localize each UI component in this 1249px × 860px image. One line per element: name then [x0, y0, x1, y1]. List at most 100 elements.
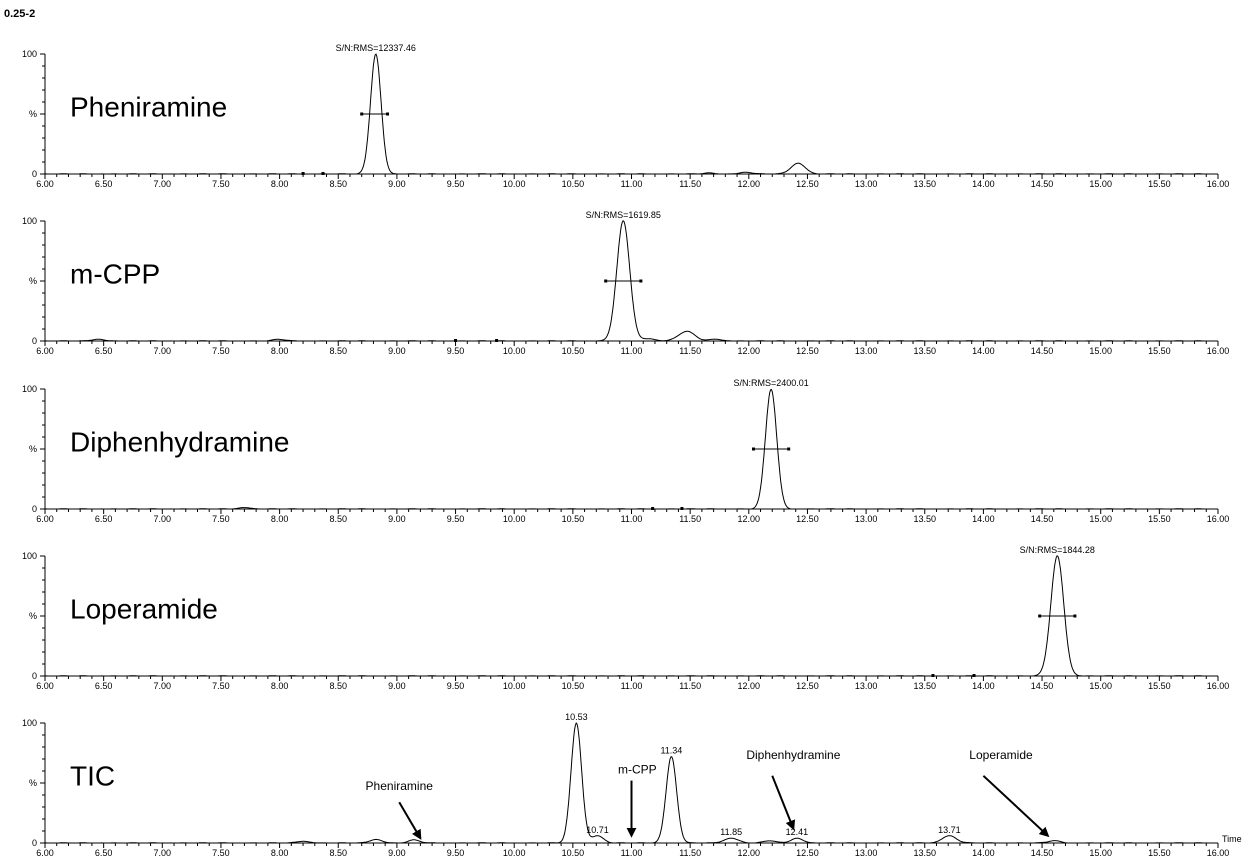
x-tick-label: 12.50	[796, 346, 819, 356]
x-tick-label: 6.50	[95, 514, 113, 524]
callout-label: m-CPP	[618, 762, 657, 776]
x-tick-label: 14.00	[972, 681, 995, 691]
baseline-marker	[680, 507, 684, 510]
x-tick-label: 15.00	[1089, 681, 1112, 691]
callout-label: Loperamide	[969, 748, 1033, 762]
x-tick-label: 15.00	[1089, 514, 1112, 524]
panel-label: Loperamide	[70, 593, 218, 624]
x-tick-label: 10.00	[503, 514, 526, 524]
panel-tic: 0% 100 6.00 6.50 7.00 7.50 8.00 8.50 9.00 9.50 10.…	[22, 712, 1242, 858]
integration-marker	[639, 279, 643, 283]
x-tick-label: 6.00	[36, 346, 54, 356]
x-tick-label: 14.00	[972, 848, 995, 858]
x-tick-label: 7.00	[154, 514, 172, 524]
sn-annotation: S/N:RMS=1844.28	[1020, 545, 1095, 555]
baseline-marker	[931, 674, 935, 677]
y-tick-label: 0	[32, 336, 37, 346]
baseline-marker	[972, 674, 976, 677]
x-tick-label: 15.00	[1089, 179, 1112, 189]
y-tick-label: 100	[22, 551, 37, 561]
x-tick-label: 9.00	[388, 179, 406, 189]
callout-label: Pheniramine	[366, 779, 434, 793]
panel-label: Diphenhydramine	[70, 426, 289, 457]
y-tick-label: 0	[32, 169, 37, 179]
x-tick-label: 8.50	[329, 681, 347, 691]
x-tick-label: 8.50	[329, 848, 347, 858]
x-tick-label: 9.50	[447, 848, 465, 858]
y-tick-label: %	[29, 611, 37, 621]
x-tick-label: 7.50	[212, 179, 230, 189]
x-tick-label: 7.50	[212, 681, 230, 691]
x-tick-label: 12.50	[796, 848, 819, 858]
y-tick-label: %	[29, 444, 37, 454]
peak-label: 12.41	[786, 827, 809, 837]
x-tick-label: 6.50	[95, 179, 113, 189]
y-tick-label: 100	[22, 384, 37, 394]
sn-annotation: S/N:RMS=2400.01	[733, 378, 808, 388]
peak-label: 11.34	[660, 746, 682, 756]
x-tick-label: 16.00	[1207, 848, 1230, 858]
y-tick-label: %	[29, 778, 37, 788]
x-tick-label: 9.50	[447, 179, 465, 189]
peak-label: 11.85	[720, 827, 742, 837]
baseline-marker	[454, 339, 458, 342]
x-tick-label: 13.50	[913, 681, 936, 691]
y-tick-label: 100	[22, 216, 37, 226]
panel-label: TIC	[70, 760, 115, 791]
x-tick-label: 10.50	[562, 346, 585, 356]
x-tick-label: 10.00	[503, 848, 526, 858]
x-tick-label: 13.00	[855, 848, 878, 858]
y-tick-label: 100	[22, 718, 37, 728]
x-axis-label: Time	[1222, 834, 1242, 844]
x-tick-label: 9.50	[447, 346, 465, 356]
x-tick-label: 12.50	[796, 514, 819, 524]
x-tick-label: 12.00	[738, 346, 761, 356]
y-tick-label: 0	[32, 671, 37, 681]
x-tick-label: 8.00	[271, 848, 289, 858]
x-tick-label: 13.00	[855, 681, 878, 691]
x-tick-label: 7.00	[154, 848, 172, 858]
x-tick-label: 14.00	[972, 514, 995, 524]
x-tick-label: 14.50	[1031, 179, 1054, 189]
x-tick-label: 6.00	[36, 848, 54, 858]
x-tick-label: 13.50	[913, 514, 936, 524]
x-tick-label: 11.00	[621, 346, 643, 356]
y-tick-label: 0	[32, 838, 37, 848]
x-tick-label: 11.50	[679, 681, 701, 691]
panel-pheniramine: 0% 100 6.00 6.50 7.00 7.50 8.00 8.50 9.00 9.50 10.…	[22, 43, 1229, 189]
x-tick-label: 10.00	[503, 179, 526, 189]
baseline-marker	[651, 507, 655, 510]
x-tick-label: 8.00	[271, 681, 289, 691]
x-tick-label: 8.00	[271, 346, 289, 356]
x-tick-label: 11.00	[621, 514, 643, 524]
x-tick-label: 11.50	[679, 514, 701, 524]
x-tick-label: 16.00	[1207, 346, 1230, 356]
y-tick-label: 0	[32, 504, 37, 514]
x-tick-label: 8.50	[329, 179, 347, 189]
x-tick-label: 9.00	[388, 346, 406, 356]
integration-marker	[360, 112, 364, 116]
x-tick-label: 10.50	[562, 514, 585, 524]
x-tick-label: 8.00	[271, 514, 289, 524]
x-tick-label: 7.00	[154, 179, 172, 189]
x-tick-label: 9.50	[447, 681, 465, 691]
x-tick-label: 7.50	[212, 346, 230, 356]
x-tick-label: 7.00	[154, 681, 172, 691]
panel-m-cpp: 0% 100 6.00 6.50 7.00 7.50 8.00 8.50 9.00 9.50 10.…	[22, 210, 1229, 356]
x-tick-label: 11.50	[679, 346, 701, 356]
callout-arrow	[398, 801, 422, 840]
integration-marker	[604, 279, 608, 283]
panel-diphenhydramine: 0% 100 6.00 6.50 7.00 7.50 8.00 8.50 9.00 9.50 10.…	[22, 378, 1229, 524]
x-tick-label: 14.50	[1031, 514, 1054, 524]
panel-label: Pheniramine	[70, 91, 227, 122]
x-tick-label: 10.00	[503, 681, 526, 691]
x-tick-label: 10.50	[562, 179, 585, 189]
y-tick-label: %	[29, 109, 37, 119]
x-tick-label: 10.50	[562, 848, 585, 858]
x-tick-label: 12.00	[738, 848, 761, 858]
integration-marker	[787, 447, 791, 451]
x-tick-label: 6.00	[36, 681, 54, 691]
peak-label: 13.71	[938, 825, 961, 835]
panel-loperamide: 0% 100 6.00 6.50 7.00 7.50 8.00 8.50 9.00 9.50 10.…	[22, 545, 1229, 691]
